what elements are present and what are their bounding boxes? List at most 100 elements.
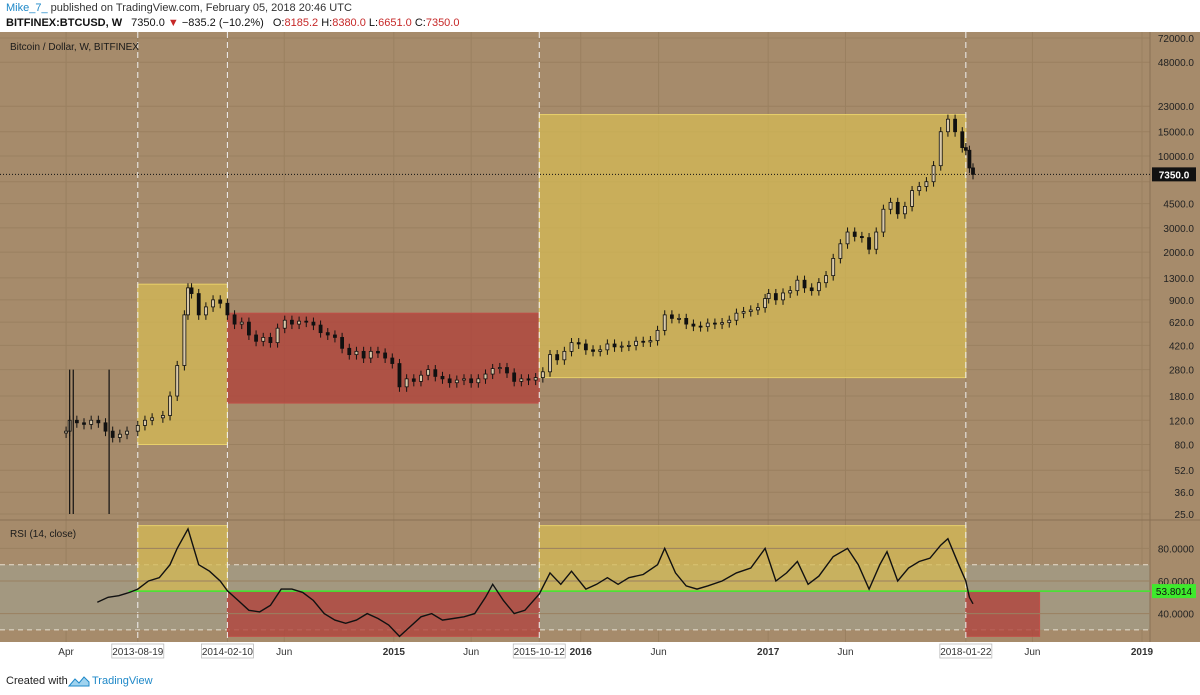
candle-body: [433, 369, 438, 377]
tradingview-brand-link[interactable]: TradingView: [92, 675, 153, 687]
candle-body: [218, 299, 223, 304]
chart-canvas[interactable]: 7350.0 72000.0 48000.0 23000.0 15000.0 10000.…: [0, 32, 1200, 668]
candle-body: [125, 430, 129, 435]
time-tick-label: 2014-02-10: [202, 647, 254, 658]
candle-body: [103, 422, 108, 432]
date-highlight-badge: [111, 643, 165, 659]
candle-body: [903, 205, 907, 215]
candle-body: [938, 131, 943, 167]
candle-body: [734, 312, 739, 321]
close-value: 7350.0: [425, 17, 460, 29]
time-tick-label: 2019: [1131, 647, 1154, 658]
candle-body: [505, 367, 509, 374]
candle-body: [548, 354, 552, 373]
candle-body: [910, 190, 914, 207]
candle-body: [490, 368, 495, 375]
time-tick-label: Apr: [58, 647, 74, 658]
candle-body: [655, 329, 660, 342]
candle-body: [727, 319, 732, 324]
rsi-series-line: [97, 527, 974, 638]
candle-body: [924, 181, 929, 187]
candle-body: [347, 347, 352, 356]
candle-body: [540, 371, 545, 379]
price-tick-label: 23000.0: [1158, 102, 1195, 113]
candle-body: [698, 325, 703, 328]
last-price-label: 7350.0: [1159, 170, 1190, 181]
candle-body: [135, 425, 140, 432]
price-tick-label: 1300.0: [1163, 274, 1194, 285]
price-scale-background: [1150, 32, 1200, 642]
candle-body: [368, 350, 373, 359]
candle-body: [290, 319, 294, 325]
last-price-badge: [1152, 167, 1196, 182]
date-highlight-badge: [512, 643, 566, 659]
candle-body: [383, 352, 388, 359]
candle-body: [648, 340, 653, 343]
price-tick-label: 120.0: [1169, 416, 1194, 427]
candle-body: [376, 350, 380, 354]
candle-body: [211, 299, 215, 308]
time-tick-label: 2015: [383, 647, 406, 658]
close-label: C:: [414, 17, 426, 29]
candle-body: [160, 415, 165, 419]
candle-body: [802, 279, 807, 289]
candle-body: [96, 419, 101, 424]
ohlc-line: BITFINEX:BTCUSD, W 7350.0 ▼ −835.2 (−10.…: [6, 17, 459, 29]
open-value: 8185.2: [284, 17, 319, 29]
candle-body: [497, 367, 502, 369]
last-price: 7350.0: [131, 17, 165, 29]
candle-body: [247, 321, 251, 336]
candle-body: [426, 369, 431, 376]
footer: Created with TradingView: [0, 668, 1200, 695]
candle-body: [397, 363, 402, 388]
candle-body: [239, 321, 244, 325]
candle-body: [874, 231, 879, 250]
price-tick-label: 2000.0: [1163, 248, 1194, 259]
candle-body: [175, 365, 180, 397]
time-tick-label: Jun: [651, 647, 667, 658]
candle-body: [576, 342, 581, 345]
created-with-label: Created with: [6, 675, 68, 687]
time-tick-label: Jun: [837, 647, 853, 658]
candle-body: [519, 378, 524, 382]
candle-body: [440, 376, 445, 380]
candle-body: [809, 287, 814, 292]
publish-line: Mike_7_ published on TradingView.com, Fe…: [6, 2, 352, 14]
candle-body: [419, 374, 423, 382]
candle-body: [232, 314, 237, 325]
time-tick-label: 2018-01-22: [940, 647, 992, 658]
candle-body: [960, 131, 965, 149]
candle-body: [756, 307, 760, 311]
candle-body: [591, 349, 595, 352]
candle-body: [859, 236, 864, 239]
candle-body: [867, 237, 871, 250]
candle-body: [748, 309, 753, 312]
candle-body: [361, 350, 366, 359]
candle-body: [390, 357, 395, 364]
candle-body: [788, 290, 793, 294]
price-tick-label: 52.0: [1175, 466, 1195, 477]
candle-body: [261, 337, 266, 342]
time-tick-label: 2017: [757, 647, 780, 658]
rsi-tick-label: 80.0000: [1158, 544, 1195, 555]
time-tick-label: Jun: [463, 647, 479, 658]
candle-body: [454, 379, 459, 384]
price-box-bull: [538, 114, 967, 379]
author-link[interactable]: Mike_7_: [6, 2, 48, 14]
candle-body: [555, 354, 560, 361]
candle-body: [411, 378, 416, 382]
candle-body: [838, 243, 843, 259]
high-label: H:: [321, 17, 333, 29]
price-tick-label: 180.0: [1169, 392, 1194, 403]
candle-body: [662, 314, 667, 331]
candle-body: [325, 332, 330, 336]
time-tick-label: 2013-08-19: [112, 647, 164, 658]
candle-body: [182, 314, 187, 366]
candle-body: [895, 201, 900, 215]
candle-body: [203, 306, 208, 316]
candle-body: [669, 314, 674, 319]
price-tick-label: 280.0: [1169, 366, 1194, 377]
candle-body: [713, 322, 717, 325]
candle-body: [845, 231, 850, 245]
candle-body: [533, 377, 538, 381]
